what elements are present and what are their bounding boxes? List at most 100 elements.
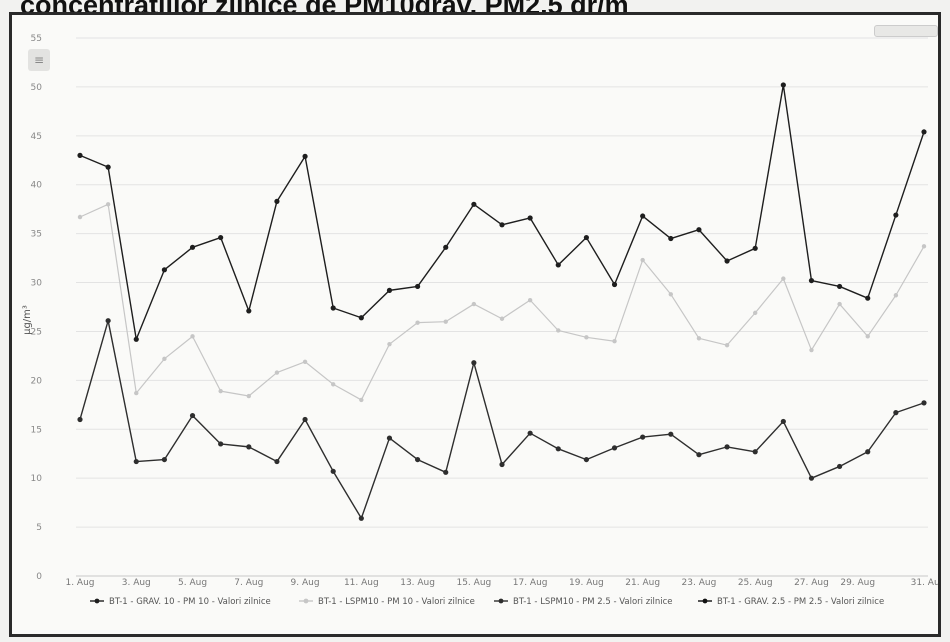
data-point: [134, 390, 139, 396]
data-point: [331, 382, 336, 387]
data-point: [218, 441, 224, 447]
data-point: [808, 475, 815, 481]
chart-svg: 0 5 10 15 20 25 30 35 40 45 50 55 µg/m³ 1. Aug 3. Aug 5…: [22, 34, 938, 607]
data-point: [443, 469, 449, 475]
data-point: [527, 297, 533, 303]
data-point: [330, 468, 336, 474]
x-tick-label: 21. Aug: [625, 578, 660, 588]
y-tick-label: 35: [31, 230, 42, 240]
data-point: [246, 308, 252, 314]
data-point: [921, 129, 927, 135]
data-point: [358, 515, 364, 521]
data-point: [808, 277, 815, 284]
series-line: [79, 319, 925, 519]
data-point: [640, 434, 646, 440]
legend-item-label: BT-1 - LSPM10 - PM 2.5 - Valori zilnice: [513, 597, 673, 607]
data-point: [865, 449, 871, 455]
data-point: [387, 341, 392, 347]
data-point: [358, 315, 364, 321]
y-tick-label: 45: [31, 132, 42, 142]
data-point: [668, 235, 674, 242]
data-point: [556, 328, 561, 333]
data-point: [443, 244, 449, 250]
data-point: [583, 456, 590, 463]
data-point: [527, 215, 533, 221]
chart-menu-button[interactable]: ≡: [28, 49, 50, 71]
data-point: [640, 257, 645, 263]
data-point: [189, 412, 196, 419]
data-point: [724, 342, 730, 348]
data-point: [189, 244, 196, 250]
data-point: [611, 445, 618, 451]
data-point: [218, 388, 223, 394]
data-point: [837, 463, 843, 470]
data-point: [865, 295, 871, 301]
legend-item-label: BT-1 - LSPM10 - PM 10 - Valori zilnice: [318, 597, 475, 607]
data-point: [752, 449, 758, 455]
legend-swatch-marker: [303, 598, 309, 604]
data-point: [921, 400, 927, 406]
data-point: [724, 444, 730, 450]
data-point: [893, 212, 899, 218]
y-tick-label: 10: [31, 474, 43, 484]
x-tick-label: 3. Aug: [122, 578, 151, 588]
data-point: [190, 334, 195, 339]
data-point: [612, 339, 617, 344]
data-point: [780, 418, 786, 425]
data-point: [584, 335, 589, 340]
data-point: [218, 234, 224, 241]
data-point: [77, 152, 83, 158]
legend-swatch-marker: [498, 598, 504, 604]
x-tick-label: 7. Aug: [234, 578, 263, 588]
data-point: [133, 458, 139, 465]
chart-tool-button[interactable]: [874, 25, 938, 37]
data-point: [246, 444, 252, 450]
x-tick-label: 29. Aug: [840, 578, 875, 588]
menu-icon: ≡: [33, 53, 45, 67]
y-tick-label: 20: [31, 376, 43, 386]
data-point: [583, 234, 590, 241]
data-point: [77, 214, 83, 220]
x-tick-label: 15. Aug: [456, 578, 491, 588]
y-tick-label: 50: [31, 83, 43, 93]
data-point: [359, 397, 364, 403]
x-tick-label: 11. Aug: [344, 578, 379, 588]
data-point: [386, 435, 393, 441]
x-tick-label: 25. Aug: [738, 578, 773, 588]
data-point: [274, 370, 280, 375]
y-tick-label: 15: [31, 425, 42, 435]
data-point: [640, 213, 646, 219]
data-point: [471, 301, 477, 307]
data-point: [527, 430, 533, 436]
chart-frame: 0 5 10 15 20 25 30 35 40 45 50 55 µg/m³ 1. Aug 3. Aug 5…: [9, 12, 941, 637]
data-point: [696, 336, 702, 341]
data-point: [133, 336, 139, 342]
data-point: [837, 301, 842, 307]
data-point: [865, 334, 870, 339]
data-point: [837, 283, 843, 290]
data-point: [668, 292, 673, 297]
legend-swatch-marker: [94, 598, 100, 604]
data-point: [555, 262, 561, 268]
x-tick-label: 27. Aug: [794, 578, 829, 588]
data-point: [415, 283, 421, 290]
data-point: [330, 305, 336, 311]
y-tick-label: 55: [31, 34, 42, 44]
data-point: [443, 319, 448, 324]
data-point: [499, 316, 505, 321]
y-tick-label: 25: [31, 327, 42, 337]
data-point: [696, 227, 702, 233]
y-tick-label: 40: [31, 181, 43, 191]
data-point: [274, 198, 280, 204]
data-point: [893, 410, 899, 416]
data-point: [893, 293, 899, 298]
y-tick-label: 0: [36, 572, 42, 582]
legend: BT-1 - GRAV. 10 - PM 10 - Valori zilnice…: [90, 597, 884, 607]
series-line: [79, 84, 925, 340]
data-point: [105, 202, 111, 207]
data-point: [668, 431, 674, 437]
data-point: [555, 446, 561, 452]
data-point: [611, 281, 618, 288]
data-point: [302, 416, 308, 423]
data-point: [696, 452, 702, 458]
